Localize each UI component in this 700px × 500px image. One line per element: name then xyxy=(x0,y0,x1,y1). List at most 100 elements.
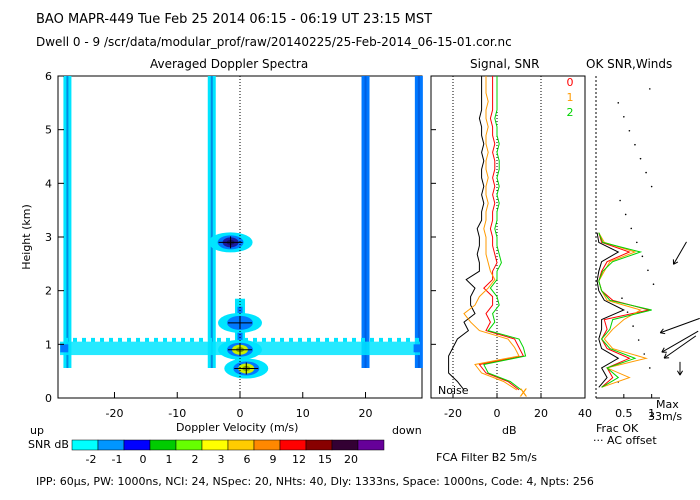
ac-offset-label: ··· AC offset xyxy=(593,434,657,447)
colorbar-swatch xyxy=(97,439,125,451)
spectra-band-speckle xyxy=(199,337,203,342)
ac-offset-dot xyxy=(634,143,636,146)
wind-arrowhead xyxy=(659,328,664,334)
ac-offset-dot xyxy=(621,297,623,299)
ac-offset-dot xyxy=(628,129,631,132)
ac-offset-dot xyxy=(630,227,633,230)
spectra-band-speckle xyxy=(406,337,410,342)
spectra-band-speckle xyxy=(82,337,86,342)
colorbar-swatch xyxy=(71,439,99,451)
spectra-band-speckle xyxy=(172,337,176,342)
ac-offset-dot xyxy=(639,157,642,160)
signal-x-tick-label: -20 xyxy=(444,407,462,420)
spectra-band-speckle xyxy=(73,337,77,342)
doppler-x-label: Doppler Velocity (m/s) xyxy=(176,421,299,434)
colorbar-swatch xyxy=(227,439,255,451)
ac-offset-dot xyxy=(626,311,629,313)
spectra-band-speckle xyxy=(280,337,284,342)
colorbar-tick-label: 3 xyxy=(218,453,225,466)
colorbar-tick-label: 6 xyxy=(244,453,251,466)
header-line-2: Dwell 0 - 9 /scr/data/modular_prof/raw/2… xyxy=(36,35,512,49)
spectra-band-speckle xyxy=(289,337,293,342)
spectra-band-speckle xyxy=(136,337,140,342)
ac-offset-dot xyxy=(643,353,646,355)
signal-frame xyxy=(430,75,586,399)
okfrac-line xyxy=(598,232,649,388)
spectra-band-dot xyxy=(413,344,422,353)
spectra-band-speckle xyxy=(352,337,356,342)
okfrac-line xyxy=(596,232,625,388)
signal-series-noise xyxy=(448,76,485,391)
spectra-band-speckle xyxy=(208,337,212,342)
spectra-band-speckle xyxy=(91,337,95,342)
ac-offset-dot xyxy=(632,325,634,327)
spectra-band-speckle xyxy=(316,337,320,342)
spectra-band-speckle xyxy=(298,337,302,342)
spectra-band-speckle xyxy=(307,337,311,342)
colorbar-tick-label: 9 xyxy=(270,453,277,466)
spectra-x-tick-label: -10 xyxy=(168,407,186,420)
colorbar-tick-label: 0 xyxy=(140,453,147,466)
spectra-band-speckle xyxy=(343,337,347,342)
spectra-band-speckle xyxy=(379,337,383,342)
wind-max-label: Max xyxy=(656,398,679,411)
legend-entry: 2 xyxy=(567,106,574,119)
signal-snr-title: Signal, SNR xyxy=(470,57,540,71)
fca-filter-label: FCA Filter B2 5m/s xyxy=(436,451,537,464)
colorbar-swatch xyxy=(305,439,333,451)
colorbar-swatch xyxy=(201,439,229,451)
spectra-band-speckle xyxy=(361,337,365,342)
noise-label: Noise xyxy=(438,384,469,397)
wind-arrow xyxy=(660,317,700,334)
wind-max-speed: 33m/s xyxy=(648,410,683,423)
okfrac-line xyxy=(598,232,652,388)
signal-series-2 xyxy=(483,76,527,391)
ac-offset-dot xyxy=(650,185,653,188)
spectra-band-speckle xyxy=(415,337,419,342)
spectra-band-dot xyxy=(60,344,69,353)
ac-offset-dot xyxy=(623,115,625,118)
spectra-band-speckle xyxy=(127,337,131,342)
spectra-title: Averaged Doppler Spectra xyxy=(150,57,309,71)
ac-offset-dot xyxy=(637,339,640,341)
spectra-central-column-inner xyxy=(237,306,243,372)
ac-offset-dot xyxy=(648,88,651,90)
spectra-band-speckle xyxy=(163,337,167,342)
spectra-band-speckle xyxy=(262,337,266,342)
signal-series-1 xyxy=(463,76,520,391)
spectra-band-speckle xyxy=(334,337,338,342)
spectra-x-tick-label: 0 xyxy=(237,407,244,420)
spectra-y-tick-label: 1 xyxy=(45,338,52,351)
spectra-band-speckle xyxy=(64,337,68,342)
okfrac-x-tick-label: 1 xyxy=(648,407,655,420)
signal-series-0 xyxy=(478,76,525,391)
spectra-y-axis-title: Height (km) xyxy=(20,204,33,270)
signal-x-label: dB xyxy=(502,424,517,437)
signal-x-tick-label: 0 xyxy=(494,407,501,420)
colorbar-tick-label: -2 xyxy=(86,453,97,466)
header-line-1: BAO MAPR-449 Tue Feb 25 2014 06:15 - 06:… xyxy=(36,12,433,27)
spectra-stripe-core xyxy=(417,76,420,368)
colorbar-swatch xyxy=(175,439,203,451)
frac-ok-label: Frac OK xyxy=(596,422,639,435)
ac-offset-dot xyxy=(624,213,627,216)
spectra-band-speckle xyxy=(253,337,257,342)
wind-arrowhead xyxy=(679,370,684,376)
ac-offset-dots: ··· xyxy=(593,434,604,447)
spectra-band-speckle xyxy=(100,337,104,342)
spectra-stripe-core xyxy=(66,76,69,368)
ac-offset-dot xyxy=(645,171,647,174)
spectra-x-tick-label: 10 xyxy=(296,407,310,420)
wind-arrowhead xyxy=(660,332,666,335)
spectra-y-tick-label: 0 xyxy=(45,392,52,405)
spectra-y-tick-label: 6 xyxy=(45,70,52,83)
wind-arrow xyxy=(663,335,697,359)
ac-offset-dot xyxy=(647,269,649,272)
wind-arrowhead xyxy=(661,347,665,353)
spectra-x-tick-label: -20 xyxy=(105,407,123,420)
ac-offset-dot xyxy=(648,367,651,369)
ac-offset-dot xyxy=(619,199,621,202)
colorbar-swatch xyxy=(149,439,177,451)
colorbar-swatch xyxy=(123,439,151,451)
spectra-y-tick-label: 3 xyxy=(45,231,52,244)
